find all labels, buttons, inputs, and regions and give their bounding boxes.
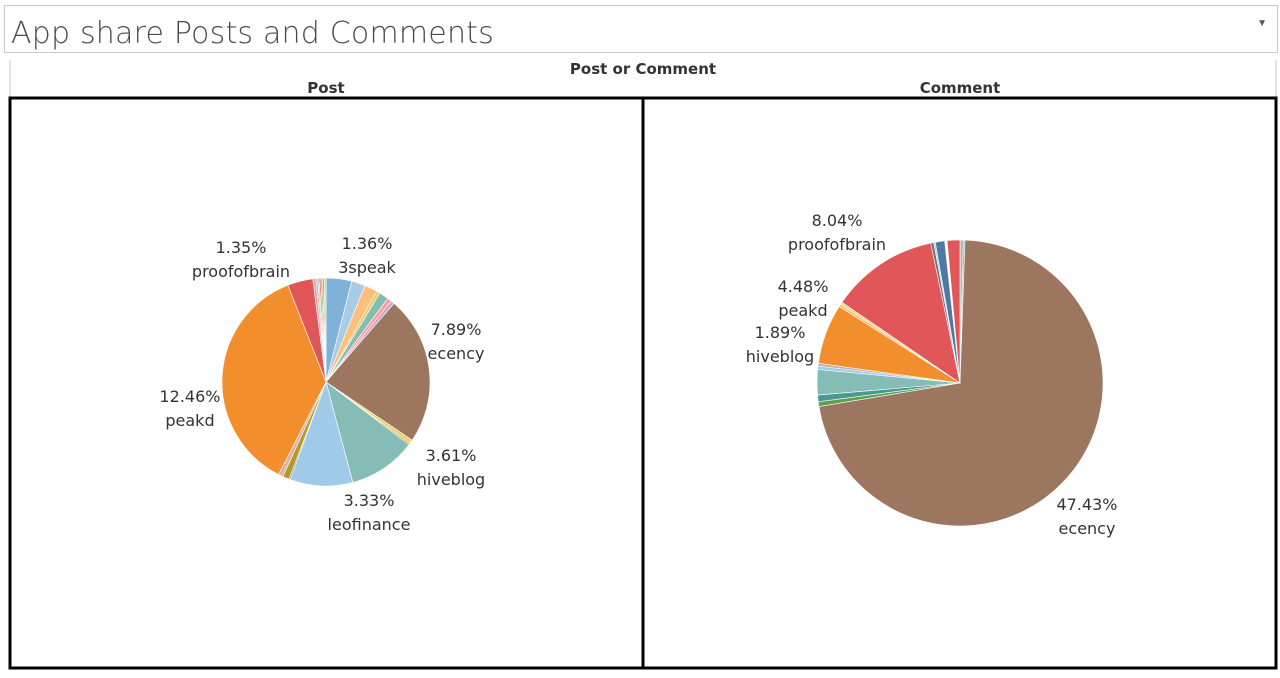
title-bar: App share Posts and Comments ▼ — [4, 5, 1278, 53]
comment-label-proofofbrain-name: proofofbrain — [788, 235, 886, 254]
comment-pie-slice-11[interactable] — [841, 242, 961, 384]
comment-label-ecency-name: ecency — [1059, 519, 1116, 538]
comment-label-proofofbrain-value: 8.04% — [812, 211, 863, 230]
comment-label-peakd-value: 4.48% — [778, 277, 829, 296]
panel-label-post: Post — [307, 79, 344, 97]
post-label-leofinance-name: leofinance — [328, 515, 411, 534]
post-pie-slice-10[interactable] — [325, 381, 410, 483]
post-label-proofofbrain-value: 1.35% — [216, 238, 267, 257]
post-label-peakd-value: 12.46% — [159, 387, 220, 406]
post-label-ecency-name: ecency — [428, 344, 485, 363]
page-title: App share Posts and Comments — [11, 16, 494, 51]
chevron-down-icon[interactable]: ▼ — [1257, 18, 1267, 29]
post-pie-slice-23[interactable] — [323, 277, 327, 383]
post-label-ecency-value: 7.89% — [431, 320, 482, 339]
post-label-proofofbrain-name: proofofbrain — [192, 262, 290, 281]
post-label-hiveblog-value: 3.61% — [426, 446, 477, 465]
post-label-leofinance-value: 3.33% — [344, 491, 395, 510]
comment-label-hiveblog-name: hiveblog — [746, 347, 814, 366]
pie-post — [221, 277, 431, 487]
comment-pie-slice-2[interactable] — [818, 239, 1104, 527]
post-label-3speak-value: 1.36% — [342, 234, 393, 253]
post-pie-slice-15[interactable] — [221, 284, 327, 475]
comment-pie-slice-16[interactable] — [946, 239, 961, 384]
post-label-hiveblog-name: hiveblog — [417, 470, 485, 489]
panel-label-comment: Comment — [920, 79, 1001, 97]
column-header: Post or Comment — [570, 60, 716, 78]
comment-label-peakd-name: peakd — [778, 301, 827, 320]
post-pie-slice-7[interactable] — [325, 302, 431, 441]
comment-label-hiveblog-value: 1.89% — [755, 323, 806, 342]
comment-label-ecency-value: 47.43% — [1056, 495, 1117, 514]
post-label-peakd-name: peakd — [165, 411, 214, 430]
post-label-3speak-name: 3speak — [338, 258, 396, 277]
pie-comment — [816, 239, 1104, 527]
